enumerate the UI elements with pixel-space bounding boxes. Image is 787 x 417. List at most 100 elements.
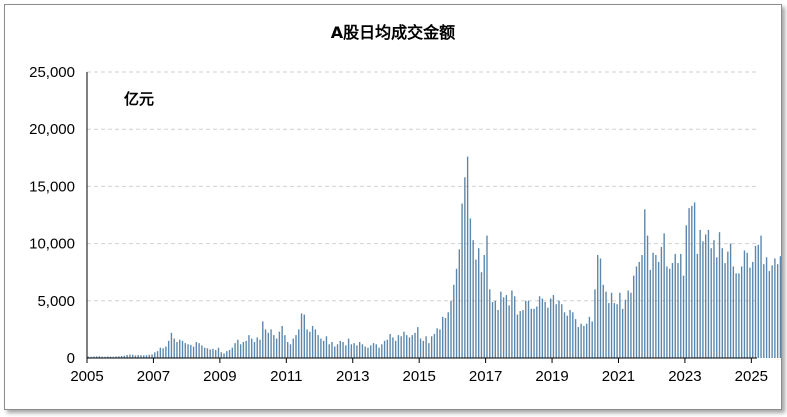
bar [491,301,494,358]
bar [516,314,519,358]
bar [597,255,599,358]
bar [245,340,247,358]
bar [655,255,657,358]
bar [544,301,546,358]
bar [361,344,364,358]
bar [162,348,164,358]
bar-chart: A股日均成交金额 05,00010,00015,00020,00025,000 … [29,23,781,385]
bar [134,355,137,358]
bar [721,248,723,358]
bar [215,349,217,358]
bar [652,252,654,358]
bar [724,263,726,358]
bar [572,312,574,358]
bar [649,269,652,358]
bar [757,244,759,358]
bar [702,241,704,358]
bar [447,312,449,358]
bar [635,266,638,358]
bar [547,307,549,358]
bar [336,344,339,358]
bar [422,340,425,358]
bar [322,340,325,358]
x-tick-label: 2011 [270,368,302,385]
bar [663,233,665,358]
bar [430,336,433,358]
bar [397,335,400,358]
unit-label: 亿元 [124,90,154,108]
bar [691,205,693,358]
bar [638,261,640,358]
bar [120,355,123,358]
bar [743,250,746,358]
bar [190,344,192,358]
bar [317,335,319,358]
y-tick-label: 10,000 [29,236,75,253]
bar [583,325,585,358]
bar [242,341,245,358]
bar [704,234,707,358]
bar [129,354,131,358]
bar [109,356,112,358]
bar [710,248,712,358]
bar [646,235,649,358]
bar [417,327,419,358]
bar [411,335,413,358]
bar [118,356,120,358]
y-tick-label: 5,000 [37,293,75,310]
x-tick-label: 2013 [336,368,369,385]
bar [184,343,186,358]
bar [93,356,95,358]
bar [732,266,735,358]
bar [370,345,372,358]
bar [674,253,676,358]
bar [541,298,544,358]
bar [104,356,106,358]
bar [98,356,101,358]
bar [519,311,521,358]
bar [311,325,314,358]
x-tick-label: 2019 [535,368,568,385]
y-tick-label: 20,000 [29,121,75,138]
bar [466,156,469,358]
bar [561,304,563,358]
bar [442,316,444,358]
x-axis [86,72,757,359]
bar [605,291,607,358]
bar [209,349,211,358]
bar [328,344,330,358]
bar [436,328,438,358]
bar [159,347,162,358]
bar [234,343,236,358]
bar [754,245,757,358]
bar [765,257,768,358]
bar [444,317,447,358]
bar [621,308,624,358]
bar [477,248,480,358]
x-axis-ticks: 2005 2007 2009 2011 2013 2015 2017 2019 2021 2023… [70,358,768,385]
bar [181,340,184,358]
bar [752,261,754,358]
bar [187,344,189,358]
bar [511,290,513,358]
bar [179,339,181,358]
x-tick-label: 2021 [602,368,635,385]
bar [320,338,322,358]
bar [533,308,535,358]
bar [779,256,781,358]
bar [226,351,228,358]
bar [508,305,510,358]
bar [585,323,588,358]
bar [536,306,538,358]
bar [729,243,732,358]
bar [657,261,660,358]
bar [383,340,386,358]
bar [170,332,173,358]
bar [356,345,358,358]
x-tick-label: 2015 [402,368,435,385]
bar [347,338,350,358]
bar [217,347,220,358]
bar [425,336,427,358]
bar [192,346,195,358]
bar [414,332,416,358]
